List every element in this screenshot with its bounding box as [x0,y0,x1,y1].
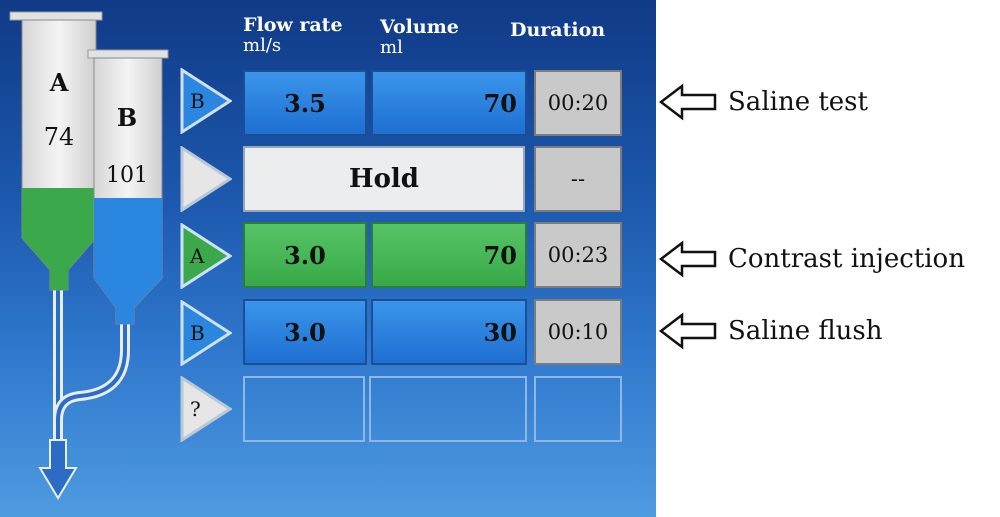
phase-3-flow-rate[interactable]: 3.0 [243,222,367,288]
syringe-b-flange [87,49,169,59]
phase-3-syringe-selector[interactable]: A [180,223,232,289]
duration-title: Duration [510,19,606,41]
syringe-a-letter: A [49,68,69,97]
volume-title: Volume [380,16,459,38]
left-arrow-icon [658,83,717,121]
contrast-injection-label: Contrast injection [728,244,965,274]
left-arrow-icon [658,312,717,350]
phase-1-duration[interactable]: 00:20 [534,70,622,136]
phase-2-duration[interactable]: -- [534,146,622,212]
syringe-a-fluid [22,188,96,290]
flow-rate-title: Flow rate [243,14,343,36]
phase-3-syringe-label: A [190,244,205,268]
phase-5-syringe-selector[interactable]: ? [180,376,232,442]
syringe-a-volume: 74 [43,123,75,151]
syringe-b-fluid [94,198,162,324]
phase-1-syringe-label: B [190,89,205,113]
phase-1-volume[interactable]: 70 [371,70,527,136]
flow-rate-unit: ml/s [243,35,282,56]
phase-4-syringe-selector[interactable]: B [180,300,232,366]
contrast-injection-annotation: Contrast injection [658,240,965,278]
syringe-a-flange [9,11,103,21]
phase-1-syringe-selector[interactable]: B [180,68,232,134]
phase-2-hold-selector[interactable] [180,146,232,212]
phase-1-flow-rate[interactable]: 3.5 [243,70,367,136]
syringe-b-letter: B [116,103,138,132]
phase-4-syringe-label: B [190,321,205,345]
volume-header: Volume ml [380,18,459,57]
injector-screen: A 74 B 101 Flow rate ml/s Volume ml Dura… [0,0,656,517]
saline-test-annotation: Saline test [658,83,868,121]
saline-test-label: Saline test [728,87,868,117]
phase-5-flow-rate[interactable] [243,376,365,442]
phase-4-volume[interactable]: 30 [371,299,527,365]
phase-4-flow-rate[interactable]: 3.0 [243,299,367,365]
phase-2-hold[interactable]: Hold [243,146,525,212]
left-arrow-icon [658,240,717,278]
saline-flush-annotation: Saline flush [658,312,883,350]
flow-rate-header: Flow rate ml/s [243,16,343,55]
phase-5-volume[interactable] [369,376,527,442]
syringe-b-volume: 101 [106,163,148,188]
phase-5-duration[interactable] [534,376,622,442]
phase-5-syringe-label: ? [190,397,201,421]
phase-3-duration[interactable]: 00:23 [534,222,622,288]
syringe-diagram [9,11,169,500]
saline-flush-label: Saline flush [728,316,883,346]
phase-4-duration[interactable]: 00:10 [534,299,622,365]
volume-unit: ml [380,37,403,58]
duration-header: Duration [510,21,605,40]
phase-3-volume[interactable]: 70 [371,222,527,288]
